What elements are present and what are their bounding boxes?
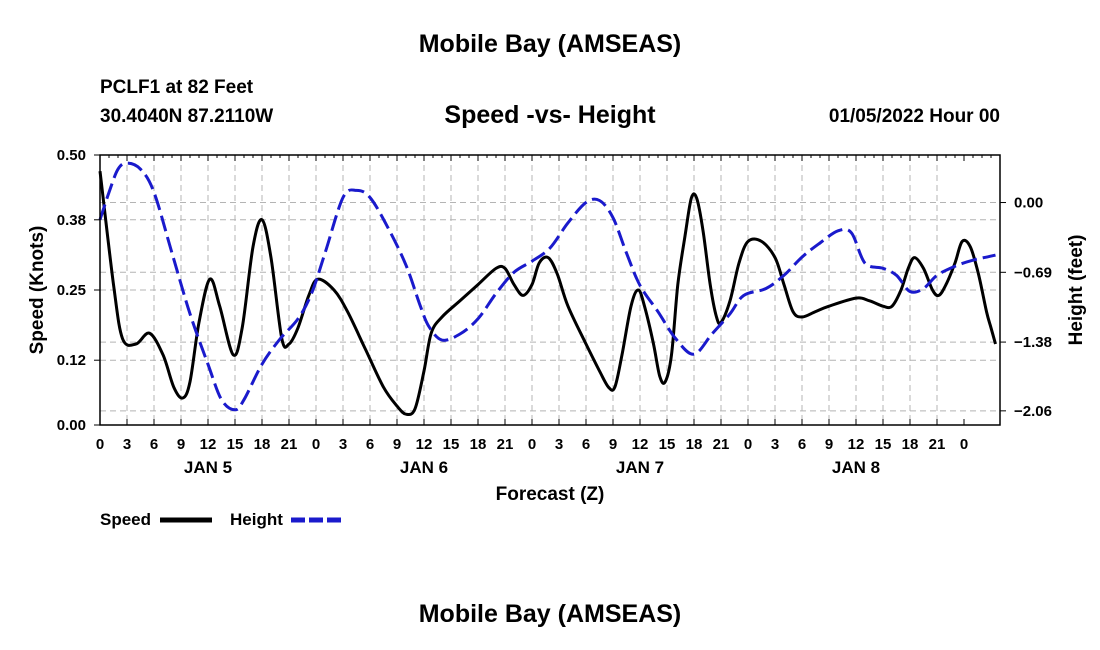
x-tick-label: 15 bbox=[875, 436, 892, 453]
left-tick-label: 0.25 bbox=[57, 282, 86, 299]
x-tick-label: 9 bbox=[393, 436, 401, 453]
x-tick-label: 3 bbox=[771, 436, 779, 453]
x-tick-label: 21 bbox=[929, 436, 946, 453]
height-series-line bbox=[98, 161, 996, 412]
day-label: JAN 8 bbox=[832, 458, 880, 477]
x-tick-label: 18 bbox=[902, 436, 919, 453]
x-tick-label: 6 bbox=[798, 436, 806, 453]
day-label: JAN 7 bbox=[616, 458, 664, 477]
x-tick-label: 3 bbox=[123, 436, 131, 453]
x-tick-label: 0 bbox=[744, 436, 752, 453]
x-tick-label: 3 bbox=[339, 436, 347, 453]
x-axis-title: Forecast (Z) bbox=[496, 484, 605, 505]
legend-speed-label: Speed bbox=[100, 510, 151, 529]
x-tick-label: 6 bbox=[582, 436, 590, 453]
right-tick-label: −1.38 bbox=[1014, 334, 1052, 351]
forecast-run-time: 01/05/2022 Hour 00 bbox=[828, 106, 1000, 127]
x-tick-label: 15 bbox=[227, 436, 244, 453]
x-tick-label: 9 bbox=[825, 436, 833, 453]
series-layer bbox=[98, 161, 997, 417]
x-tick-label: 18 bbox=[686, 436, 703, 453]
left-axis-title: Speed (Knots) bbox=[27, 226, 48, 355]
x-tick-label: 15 bbox=[659, 436, 676, 453]
station-coordinates: 30.4040N 87.2110W bbox=[100, 106, 274, 127]
left-tick-label: 0.12 bbox=[57, 352, 86, 369]
x-tick-label: 21 bbox=[281, 436, 298, 453]
x-tick-label: 6 bbox=[366, 436, 374, 453]
left-tick-label: 0.50 bbox=[57, 147, 86, 164]
right-tick-label: 0.00 bbox=[1014, 195, 1043, 212]
main-title: Mobile Bay (AMSEAS) bbox=[418, 30, 682, 58]
x-tick-label: 18 bbox=[470, 436, 487, 453]
station-label: PCLF1 at 82 Feet bbox=[100, 77, 254, 98]
speed-series-line bbox=[98, 171, 997, 417]
x-tick-label: 12 bbox=[416, 436, 433, 453]
right-axis-title: Height (feet) bbox=[1066, 235, 1087, 346]
second-chart-title: Mobile Bay (AMSEAS) bbox=[418, 600, 682, 628]
axis-layer bbox=[94, 154, 1006, 426]
x-tick-label: 15 bbox=[443, 436, 460, 453]
label-layer: 0 3 6 9 12 15 18 21 0 3 6 9 12 15 18 21 0 3 6 9 12 15 18 21 0 3 6 9… bbox=[27, 147, 1087, 505]
legend: Speed Height bbox=[100, 510, 343, 529]
x-tick-label: 18 bbox=[254, 436, 271, 453]
x-tick-label: 3 bbox=[555, 436, 563, 453]
x-tick-label: 9 bbox=[177, 436, 185, 453]
left-tick-label: 0.38 bbox=[57, 212, 86, 229]
legend-height-label: Height bbox=[230, 510, 283, 529]
right-tick-label: −2.06 bbox=[1014, 403, 1052, 420]
day-label: JAN 5 bbox=[184, 458, 232, 477]
x-tick-label: 0 bbox=[960, 436, 968, 453]
x-tick-label: 0 bbox=[312, 436, 320, 453]
x-tick-label: 21 bbox=[497, 436, 514, 453]
x-tick-label: 12 bbox=[632, 436, 649, 453]
x-tick-label: 21 bbox=[713, 436, 730, 453]
x-tick-label: 9 bbox=[609, 436, 617, 453]
x-tick-label: 12 bbox=[200, 436, 217, 453]
x-tick-label: 0 bbox=[528, 436, 536, 453]
left-tick-label: 0.00 bbox=[57, 417, 86, 434]
x-tick-label: 12 bbox=[848, 436, 865, 453]
x-tick-label: 6 bbox=[150, 436, 158, 453]
x-tick-label: 0 bbox=[96, 436, 104, 453]
right-tick-label: −0.69 bbox=[1014, 264, 1052, 281]
grid-layer bbox=[100, 155, 1000, 425]
chart-title: Speed -vs- Height bbox=[444, 101, 656, 129]
day-label: JAN 6 bbox=[400, 458, 448, 477]
